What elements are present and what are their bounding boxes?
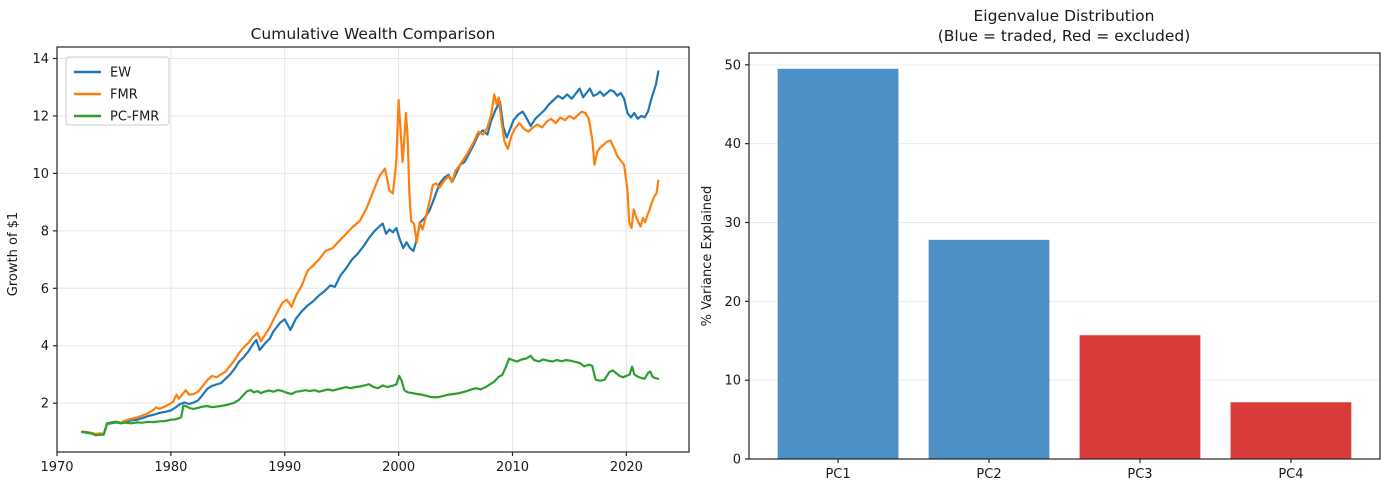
legend-label-pc-fmr: PC-FMR	[110, 110, 159, 125]
bar-pc2	[928, 239, 1050, 459]
y-tick-label: 10	[724, 374, 741, 389]
y-tick-label: 6	[41, 282, 49, 297]
x-tick-label-pc4: PC4	[1278, 467, 1303, 482]
right-chart-title: Eigenvalue Distribution	[974, 7, 1155, 25]
bar-pc1	[777, 68, 899, 459]
left-chart-title: Cumulative Wealth Comparison	[251, 25, 496, 43]
right-chart-subtitle: (Blue = traded, Red = excluded)	[938, 27, 1191, 45]
x-tick-label-pc3: PC3	[1127, 467, 1152, 482]
right-y-axis-label: % Variance Explained	[700, 186, 715, 327]
y-tick-label: 30	[724, 216, 741, 231]
series-line-fmr	[80, 93, 660, 436]
x-tick-label: 2000	[382, 460, 415, 475]
y-tick-label: 10	[32, 167, 49, 182]
eigenvalue-distribution-chart: PC1 PC2 PC3 PC4 0 10 20 30 40 50	[724, 52, 1381, 482]
legend-label-fmr: FMR	[110, 88, 138, 103]
left-y-axis-label: Growth of $1	[6, 212, 21, 296]
plot-frame	[748, 52, 1381, 460]
y-tick-label: 8	[41, 224, 49, 239]
x-tick-label: 1990	[268, 460, 301, 475]
x-tick-label: 2020	[610, 460, 643, 475]
y-tick-label: 4	[41, 339, 49, 354]
bar-pc4	[1230, 402, 1352, 459]
plot-frame	[56, 46, 690, 453]
y-tick-label: 20	[724, 295, 741, 310]
cumulative-wealth-chart: 1970 1980 1990 2000 2010 2020 2 4 6 8 10 12 14 EW FMR P…	[32, 46, 690, 475]
legend-label-ew: EW	[110, 66, 131, 81]
x-tick-label-pc1: PC1	[825, 467, 850, 482]
y-tick-label: 0	[733, 453, 741, 468]
y-tick-label: 2	[41, 397, 49, 412]
y-tick-label: 12	[32, 109, 49, 124]
y-tick-label: 50	[724, 58, 741, 73]
bar-pc3	[1079, 335, 1201, 459]
legend-box	[65, 56, 170, 126]
x-tick-label: 2010	[496, 460, 529, 475]
y-tick-label: 14	[32, 52, 49, 67]
x-tick-label: 1970	[40, 460, 73, 475]
series-line-pc-fmr	[80, 354, 660, 437]
x-tick-label: 1980	[154, 460, 187, 475]
y-tick-label: 40	[724, 137, 741, 152]
series-line-ew	[80, 70, 660, 436]
x-tick-label-pc2: PC2	[976, 467, 1001, 482]
legend: EW FMR PC-FMR	[65, 56, 170, 126]
